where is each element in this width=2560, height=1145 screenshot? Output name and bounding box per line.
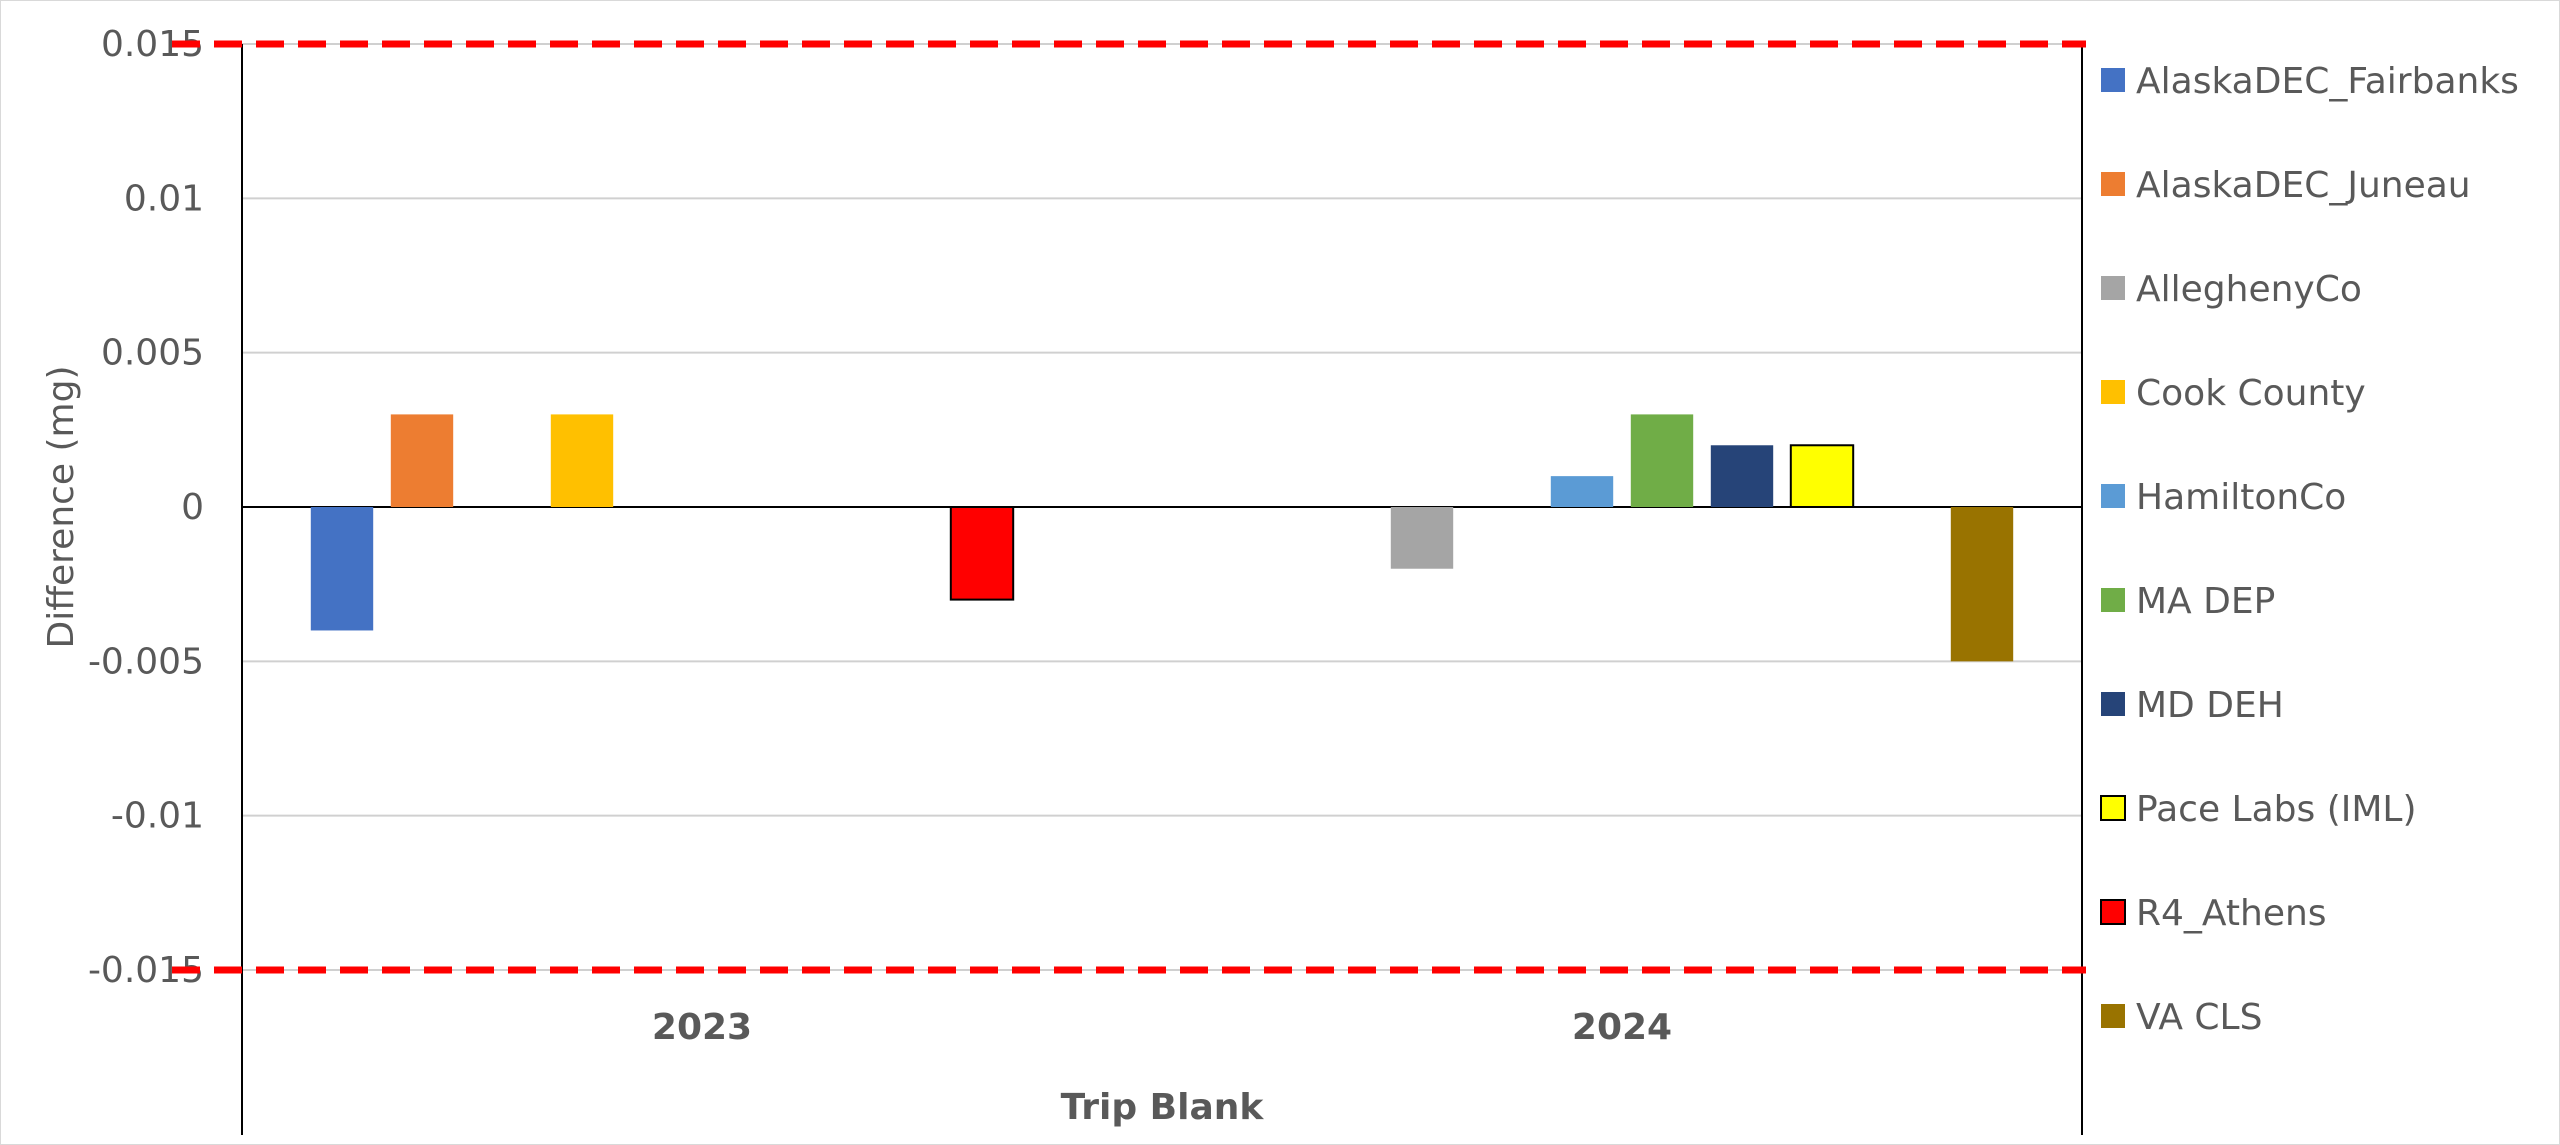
bar bbox=[949, 506, 1015, 601]
bars bbox=[310, 414, 2014, 662]
legend-swatch bbox=[2101, 484, 2125, 508]
legend-label: Pace Labs (IML) bbox=[2136, 789, 2417, 830]
category-label: 2024 bbox=[1572, 1007, 1672, 1048]
bar bbox=[1550, 476, 1614, 507]
legend-swatch bbox=[2101, 692, 2125, 716]
category-labels: 2023 2024 bbox=[652, 1007, 1672, 1048]
legend-label: R4_Athens bbox=[2136, 893, 2327, 934]
bar bbox=[310, 507, 374, 631]
legend-swatch bbox=[2101, 588, 2125, 612]
legend-label: MD DEH bbox=[2136, 685, 2284, 726]
legend-swatch bbox=[2100, 795, 2126, 821]
legend-swatch bbox=[2101, 172, 2125, 196]
bar bbox=[550, 414, 614, 507]
legend-label: Cook County bbox=[2136, 373, 2366, 414]
y-tick-label: 0 bbox=[181, 487, 204, 528]
legend-swatch bbox=[2101, 1004, 2125, 1028]
legend-label: AlaskaDEC_Fairbanks bbox=[2136, 61, 2519, 102]
y-axis-label: Difference (mg) bbox=[41, 365, 82, 648]
legend-swatch bbox=[2101, 276, 2125, 300]
axes bbox=[241, 44, 2083, 1135]
legend-swatch bbox=[2100, 899, 2126, 925]
y-tick-label: 0.005 bbox=[101, 333, 204, 374]
category-label: 2023 bbox=[652, 1007, 752, 1048]
legend-swatch bbox=[2101, 380, 2125, 404]
y-tick-label: 0.01 bbox=[124, 178, 204, 219]
legend-label: AlaskaDEC_Juneau bbox=[2136, 165, 2471, 206]
legend-label: MA DEP bbox=[2136, 581, 2275, 622]
bar bbox=[1950, 507, 2014, 662]
limit-lines bbox=[172, 40, 2086, 974]
y-tick-label: -0.01 bbox=[111, 796, 204, 837]
bar bbox=[1630, 414, 1694, 507]
bar bbox=[1390, 507, 1454, 569]
legend-label: HamiltonCo bbox=[2136, 477, 2346, 518]
y-tick-label: -0.005 bbox=[88, 641, 204, 682]
legend-label: AlleghenyCo bbox=[2136, 269, 2362, 310]
x-axis-title: Trip Blank bbox=[1061, 1087, 1265, 1128]
bar bbox=[1710, 445, 1774, 507]
legend: AlaskaDEC_Fairbanks AlaskaDEC_Juneau Alleg… bbox=[2100, 61, 2519, 1038]
legend-label: VA CLS bbox=[2136, 997, 2262, 1038]
bar bbox=[1789, 444, 1855, 508]
bar bbox=[390, 414, 454, 507]
legend-swatch bbox=[2101, 68, 2125, 92]
